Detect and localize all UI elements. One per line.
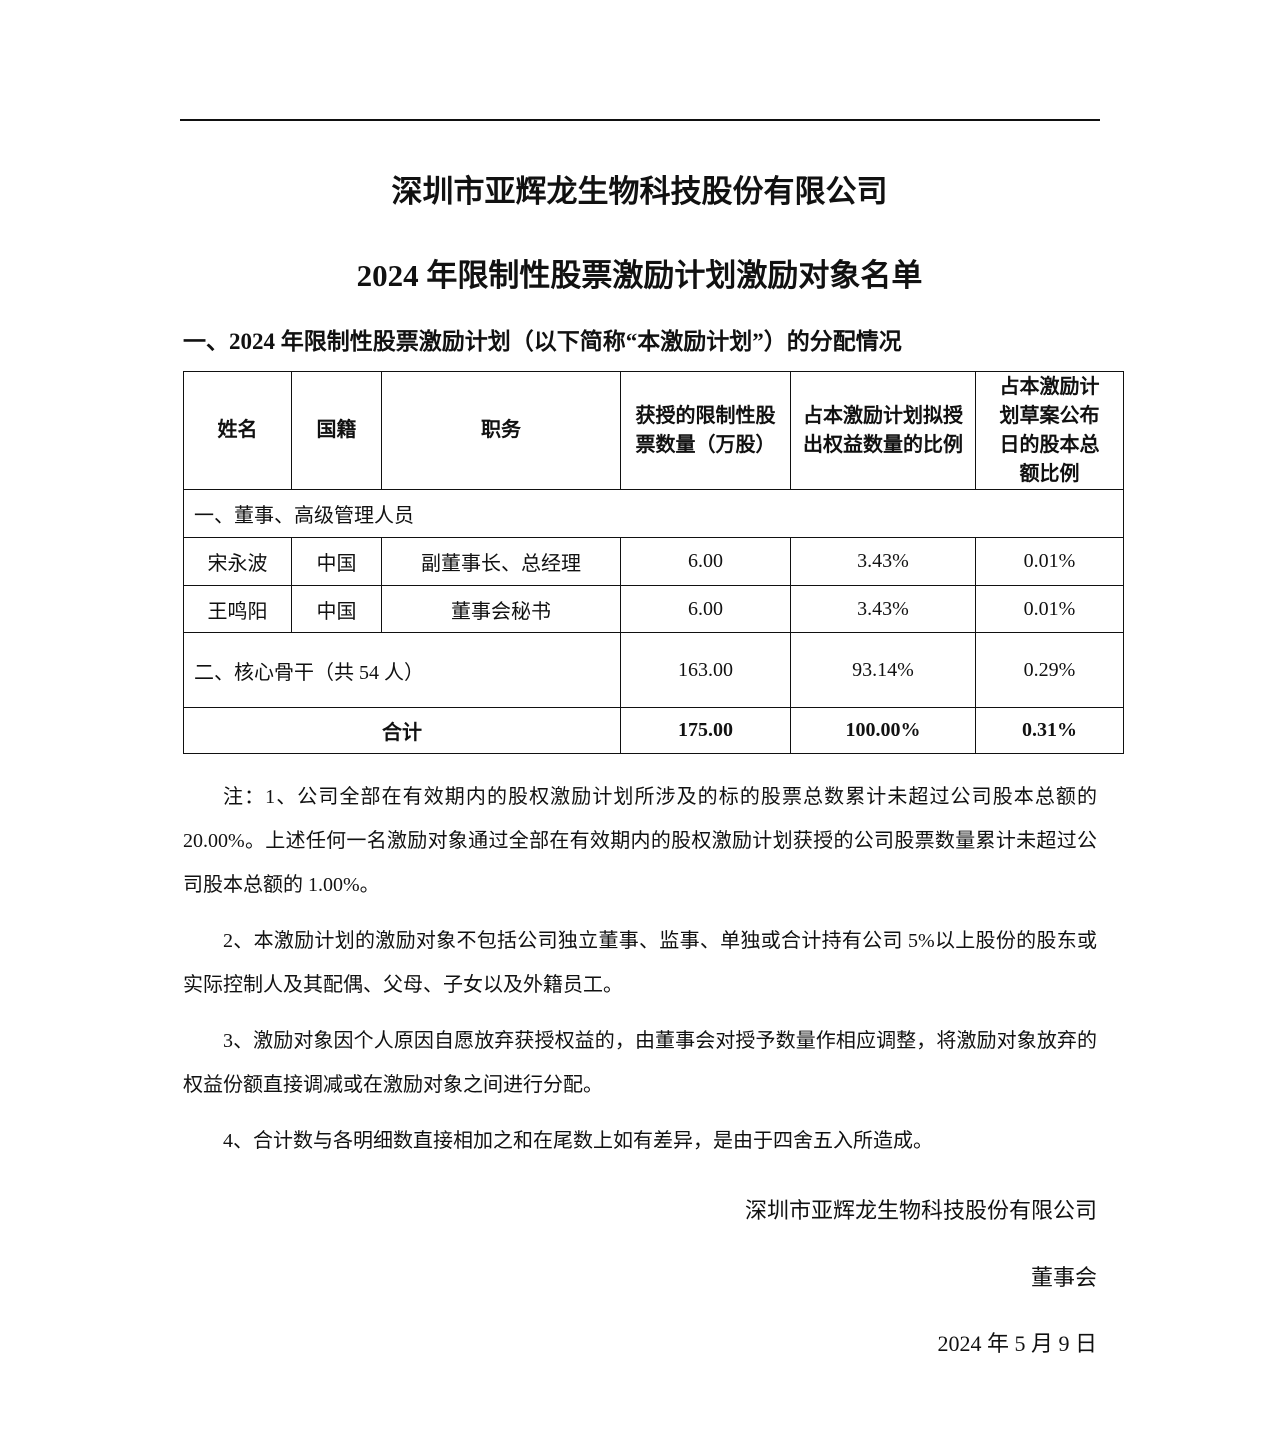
allocation-table: 姓名 国籍 职务 获授的限制性股票数量（万股） 占本激励计划拟授出权益数量的比例… xyxy=(183,371,1124,754)
cell-name: 王鸣阳 xyxy=(183,585,292,633)
cell-pct-capital: 0.01% xyxy=(975,537,1124,586)
signature-date: 2024 年 5 月 9 日 xyxy=(937,1331,1097,1356)
cell-pct-plan: 100.00% xyxy=(790,707,976,754)
note-1: 注：1、公司全部在有效期内的股权激励计划所涉及的标的股票总数累计未超过公司股本总… xyxy=(183,786,1097,896)
cell-name: 宋永波 xyxy=(183,537,292,586)
total-label: 合计 xyxy=(183,707,621,754)
header-position: 职务 xyxy=(381,371,621,490)
note-2: 2、本激励计划的激励对象不包括公司独立董事、监事、单独或合计持有公司 5%以上股… xyxy=(183,930,1097,996)
table-row: 宋永波 中国 副董事长、总经理 6.00 3.43% 0.01% xyxy=(183,537,1124,586)
header-rule xyxy=(180,119,1100,121)
list-title: 2024 年限制性股票激励计划激励对象名单 xyxy=(356,258,923,293)
cell-shares: 6.00 xyxy=(620,537,791,586)
group-label: 一、董事、高级管理人员 xyxy=(183,489,1124,538)
company-title: 深圳市亚辉龙生物科技股份有限公司 xyxy=(391,174,888,209)
cell-pct-capital: 0.01% xyxy=(975,585,1124,633)
core-label: 二、核心骨干（共 54 人） xyxy=(183,632,621,708)
cell-position: 副董事长、总经理 xyxy=(381,537,621,586)
header-name: 姓名 xyxy=(183,371,292,490)
core-row: 二、核心骨干（共 54 人） 163.00 93.14% 0.29% xyxy=(183,632,1124,708)
table-header-row: 姓名 国籍 职务 获授的限制性股票数量（万股） 占本激励计划拟授出权益数量的比例… xyxy=(183,371,1124,490)
cell-position: 董事会秘书 xyxy=(381,585,621,633)
cell-shares: 163.00 xyxy=(620,632,791,708)
signature-company: 深圳市亚辉龙生物科技股份有限公司 xyxy=(744,1198,1097,1223)
section-heading: 一、2024 年限制性股票激励计划（以下简称“本激励计划”）的分配情况 xyxy=(183,329,902,354)
cell-shares: 6.00 xyxy=(620,585,791,633)
cell-pct-capital: 0.29% xyxy=(975,632,1124,708)
note-3: 3、激励对象因个人原因自愿放弃获授权益的，由董事会对授予数量作相应调整，将激励对… xyxy=(183,1030,1097,1096)
cell-nationality: 中国 xyxy=(291,585,382,633)
cell-pct-plan: 3.43% xyxy=(790,537,976,586)
total-row: 合计 175.00 100.00% 0.31% xyxy=(183,707,1124,754)
header-pct-plan: 占本激励计划拟授出权益数量的比例 xyxy=(790,371,976,490)
header-shares: 获授的限制性股票数量（万股） xyxy=(620,371,791,490)
table-row: 王鸣阳 中国 董事会秘书 6.00 3.43% 0.01% xyxy=(183,585,1124,633)
cell-pct-plan: 3.43% xyxy=(790,585,976,633)
cell-pct-plan: 93.14% xyxy=(790,632,976,708)
header-pct-capital: 占本激励计划草案公布日的股本总额比例 xyxy=(975,371,1124,490)
cell-shares: 175.00 xyxy=(620,707,791,754)
notes: 注：1、公司全部在有效期内的股权激励计划所涉及的标的股票总数累计未超过公司股本总… xyxy=(183,775,1097,1175)
group-row: 一、董事、高级管理人员 xyxy=(183,489,1124,538)
cell-pct-capital: 0.31% xyxy=(975,707,1124,754)
signature-board: 董事会 xyxy=(1030,1265,1097,1290)
cell-nationality: 中国 xyxy=(291,537,382,586)
note-4: 4、合计数与各明细数直接相加之和在尾数上如有差异，是由于四舍五入所造成。 xyxy=(223,1130,933,1152)
header-nationality: 国籍 xyxy=(291,371,382,490)
